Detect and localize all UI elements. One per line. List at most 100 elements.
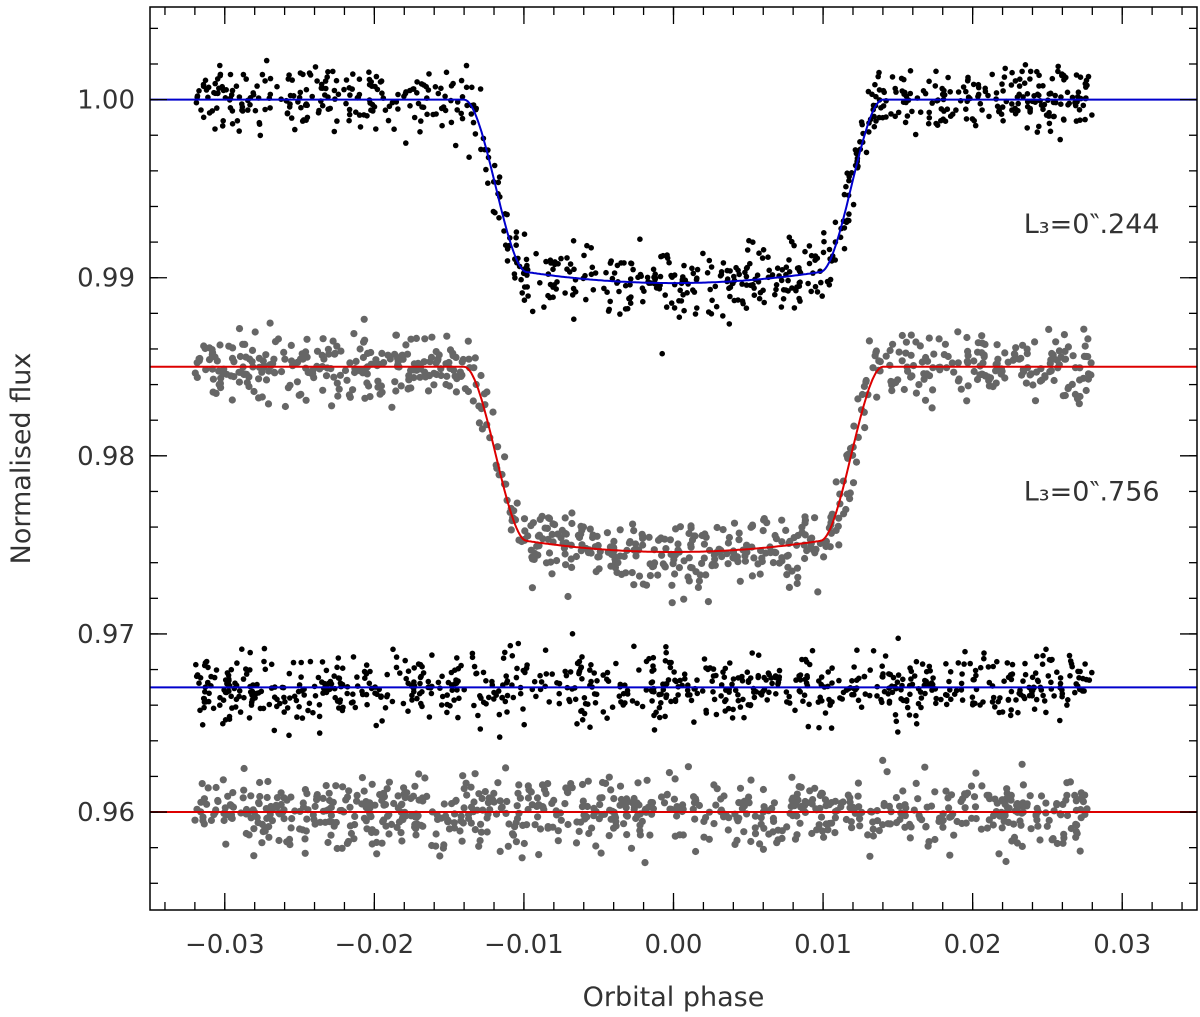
data-point: [236, 128, 242, 134]
data-point: [1049, 835, 1057, 843]
data-point: [814, 588, 822, 596]
data-point: [256, 792, 264, 801]
data-point: [992, 704, 998, 710]
data-point: [819, 698, 825, 704]
data-point: [742, 269, 748, 276]
data-point: [751, 812, 760, 820]
data-point: [809, 647, 816, 654]
data-point: [439, 673, 445, 680]
data-point: [570, 238, 577, 244]
data-point: [943, 701, 950, 708]
data-point: [494, 779, 502, 787]
data-point: [825, 669, 831, 675]
data-point: [734, 817, 742, 825]
data-point: [713, 303, 720, 310]
data-point: [1004, 660, 1011, 666]
data-point: [542, 647, 549, 653]
data-point: [859, 121, 865, 128]
data-point: [219, 123, 226, 129]
data-point: [499, 694, 506, 701]
data-point: [691, 289, 698, 295]
data-point: [1031, 93, 1037, 99]
data-point: [727, 660, 733, 666]
data-point: [674, 540, 682, 548]
data-point: [1072, 689, 1078, 696]
data-point: [761, 674, 767, 681]
data-point: [1039, 661, 1046, 667]
data-point: [288, 815, 296, 823]
data-point: [883, 768, 891, 776]
data-point: [425, 678, 432, 685]
data-point: [668, 300, 675, 306]
data-point: [848, 824, 856, 832]
data-point: [979, 107, 985, 113]
data-point: [879, 663, 885, 669]
data-point: [284, 705, 291, 711]
data-point: [692, 311, 699, 317]
data-point: [1045, 673, 1052, 679]
data-point: [522, 669, 528, 676]
data-point: [627, 295, 633, 302]
data-point: [546, 699, 552, 705]
data-point: [281, 355, 289, 363]
data-point: [990, 663, 996, 670]
data-point: [193, 661, 199, 668]
data-point: [801, 554, 809, 563]
data-point: [637, 236, 643, 242]
data-point: [870, 648, 877, 654]
data-point: [1076, 847, 1084, 855]
data-point: [626, 538, 634, 546]
data-point: [283, 796, 291, 804]
data-point: [421, 82, 427, 88]
data-point: [285, 835, 294, 844]
data-point: [1063, 811, 1072, 820]
data-point: [784, 699, 790, 705]
data-point: [843, 687, 850, 693]
data-point: [539, 535, 547, 543]
data-point: [799, 656, 805, 663]
data-point: [844, 170, 850, 176]
data-point: [841, 191, 848, 198]
data-point: [945, 804, 953, 812]
data-point: [827, 276, 834, 283]
data-point: [912, 338, 920, 346]
data-point: [972, 815, 980, 823]
data-point: [444, 701, 451, 708]
data-point: [353, 797, 361, 805]
data-point: [913, 721, 920, 727]
data-point: [1080, 102, 1087, 109]
data-point: [373, 850, 381, 858]
data-point: [1046, 109, 1052, 116]
data-point: [964, 359, 972, 367]
data-point: [512, 838, 521, 846]
data-point: [481, 788, 489, 796]
data-point: [731, 273, 737, 280]
data-point: [600, 672, 606, 678]
data-point: [695, 577, 704, 585]
data-point: [1007, 712, 1014, 719]
data-point: [632, 552, 640, 560]
data-point: [1015, 355, 1023, 363]
data-point: [630, 527, 638, 535]
data-point: [496, 711, 503, 718]
data-point: [553, 557, 561, 565]
data-point: [411, 820, 419, 829]
data-point: [662, 713, 668, 720]
y-tick-label: 0.96: [77, 798, 135, 828]
data-point: [692, 847, 700, 856]
data-point: [357, 124, 364, 130]
data-point: [345, 787, 353, 795]
data-point: [368, 79, 375, 85]
data-point: [266, 319, 274, 327]
data-point: [416, 373, 424, 381]
data-point: [262, 106, 268, 113]
data-point: [426, 71, 432, 77]
data-point: [1071, 791, 1079, 800]
data-point: [778, 304, 785, 310]
data-point: [354, 674, 360, 680]
data-point: [411, 782, 419, 790]
data-point: [584, 777, 592, 785]
data-point: [977, 825, 986, 833]
data-point: [521, 721, 527, 728]
